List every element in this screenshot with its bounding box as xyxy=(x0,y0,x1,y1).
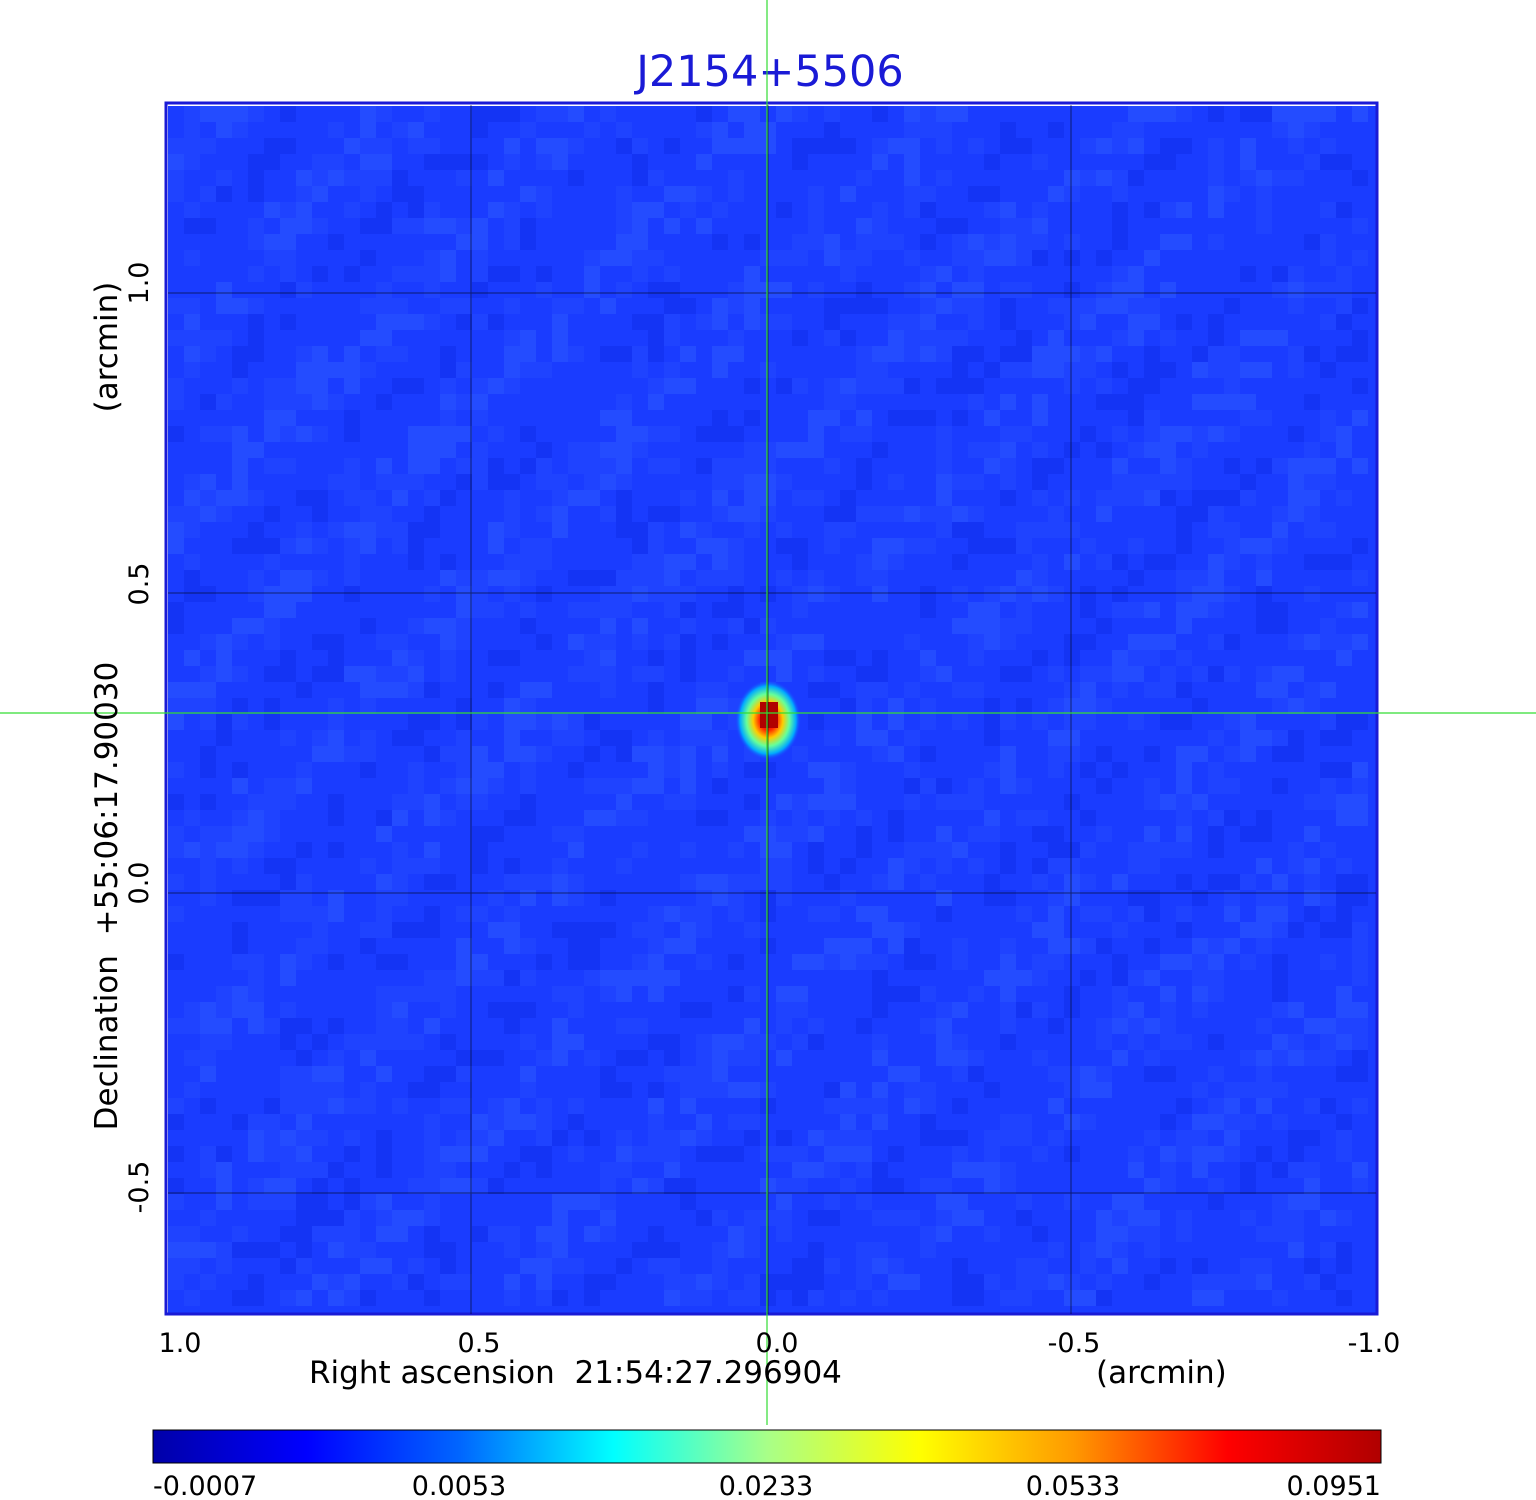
x-tick-label: 0.5 xyxy=(458,1328,501,1359)
y-axis-label: Declination +55:06:17.90030 xyxy=(89,662,125,1131)
x-tick-label: -1.0 xyxy=(1348,1328,1401,1359)
y-tick-label: 1.0 xyxy=(124,262,155,305)
y-axis-unit: (arcmin) xyxy=(89,282,125,413)
x-tick-label: -0.5 xyxy=(1048,1328,1101,1359)
x-axis-unit: (arcmin) xyxy=(1096,1355,1227,1391)
x-axis-label: Right ascension 21:54:27.296904 xyxy=(309,1355,842,1391)
source-core xyxy=(760,702,778,728)
image-frame xyxy=(164,101,1379,1316)
colorbar-tick-label: 0.0951 xyxy=(1287,1471,1381,1500)
x-tick-label: 0.0 xyxy=(756,1328,799,1359)
coordinate-grid xyxy=(168,105,1376,1314)
y-tick-label: -0.5 xyxy=(124,1161,155,1214)
colorbar-tick-label: 0.0053 xyxy=(412,1471,506,1500)
crosshair xyxy=(0,0,1536,1425)
x-axis-ticks: 1.0 0.5 0.0 -0.5 -1.0 xyxy=(159,1328,1401,1359)
y-axis-ticks: 1.0 0.5 0.0 -0.5 xyxy=(124,262,155,1214)
y-tick-label: 0.5 xyxy=(124,563,155,606)
colorbar-tick-label: 0.0533 xyxy=(1026,1471,1120,1500)
image-field xyxy=(168,106,1376,1314)
colorbar-tick-label: -0.0007 xyxy=(153,1471,257,1500)
image-title: J2154+5506 xyxy=(633,47,904,97)
y-tick-label: 0.0 xyxy=(124,862,155,905)
colorbar-tick-label: 0.0233 xyxy=(719,1471,813,1500)
x-tick-label: 1.0 xyxy=(159,1328,202,1359)
colorbar: -0.0007 0.0053 0.0233 0.0533 0.0951 xyxy=(152,1429,1382,1500)
